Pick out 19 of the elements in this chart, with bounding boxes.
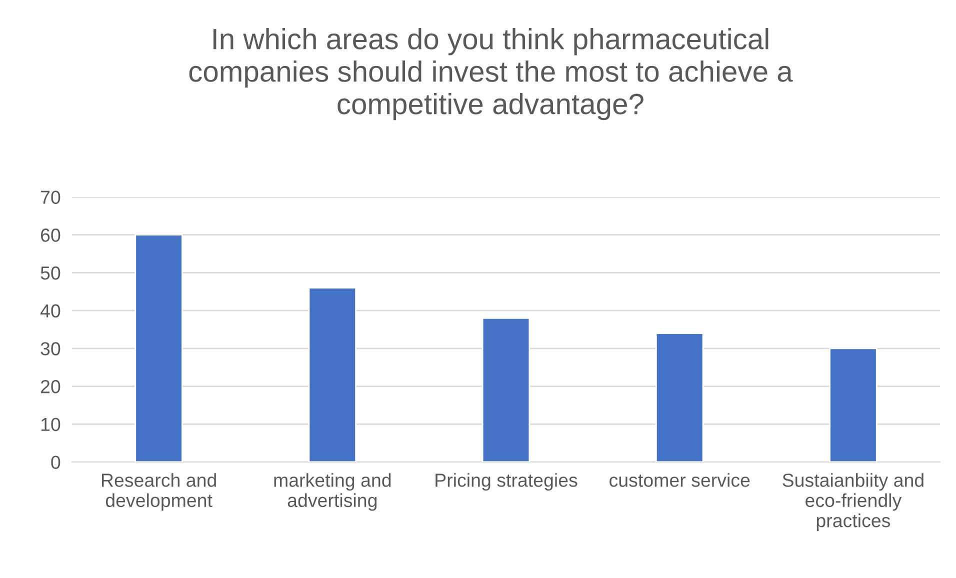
bar: [482, 317, 530, 462]
x-tick-label: Sustaianbiity and eco-friendly practices: [782, 473, 924, 531]
y-tick-label: 70: [40, 190, 60, 204]
y-tick-label: 40: [40, 304, 60, 318]
y-tick-label: 30: [40, 342, 60, 356]
y-tick-label: 0: [51, 456, 60, 469]
y-tick-label: 10: [41, 418, 60, 432]
x-tick-label: customer service: [610, 473, 750, 487]
x-tick-label: marketing and advertising: [274, 473, 391, 511]
y-tick-label: 20: [40, 380, 60, 394]
bar: [308, 287, 357, 462]
y-tick-label: 60: [40, 228, 60, 242]
bar: [655, 332, 704, 462]
x-tick-label: Pricing strategies: [436, 473, 578, 491]
bar: [134, 234, 183, 462]
x-tick-label: Research and development: [102, 473, 216, 511]
chart-title: In which areas do you think pharmaceutical companies should invest the most to achieve a competitive advantage?: [189, 28, 793, 120]
y-tick-label: 50: [40, 266, 60, 280]
bar: [829, 348, 878, 462]
